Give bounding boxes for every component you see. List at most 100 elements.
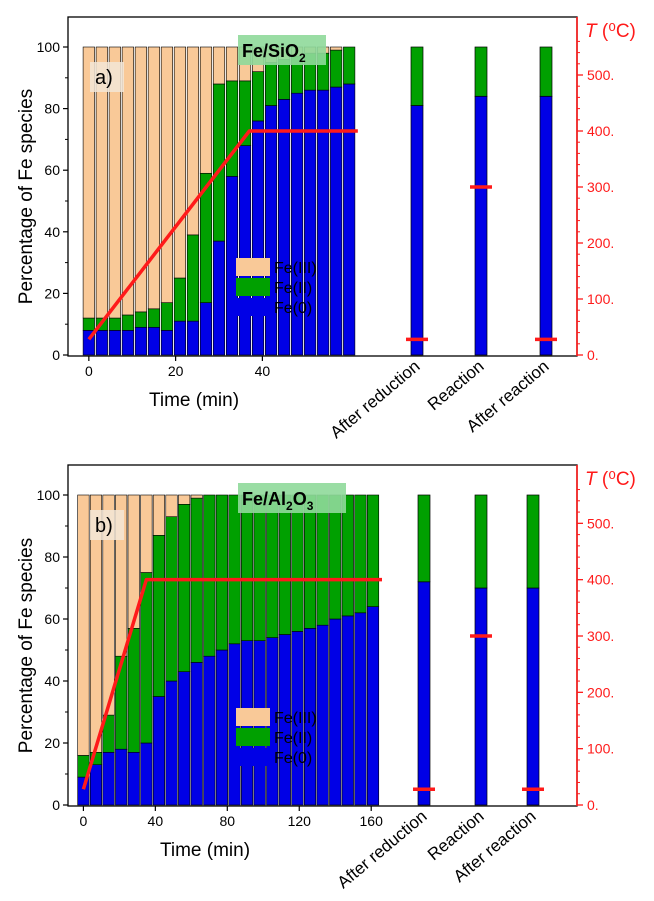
bar-fe2-t84 bbox=[228, 494, 241, 645]
bar-fe0-t140 bbox=[329, 618, 342, 806]
bar-fe0-t21 bbox=[115, 748, 128, 806]
bar-fe3-t3 bbox=[95, 46, 108, 319]
bar-fe2-t105 bbox=[266, 494, 279, 638]
bar-fe3-t15 bbox=[147, 46, 160, 310]
sample-label: Fe/SiO2 bbox=[242, 41, 306, 65]
temperature-line bbox=[81, 577, 382, 790]
y-tick-label: 60 bbox=[44, 162, 60, 178]
condition-bar-fe0-1 bbox=[474, 587, 488, 806]
sample-label-part: O bbox=[293, 489, 307, 509]
bar-fe2-t126 bbox=[303, 494, 317, 629]
y-tick-label: 100 bbox=[37, 39, 61, 55]
bar-fe2-t98 bbox=[253, 494, 266, 641]
bar-fe0-t57 bbox=[330, 86, 343, 356]
bar-fe2-t39 bbox=[251, 71, 265, 122]
bar-fe0-t12 bbox=[134, 326, 147, 356]
y-tick-label: 0 bbox=[52, 347, 60, 363]
x-axis-label: Time (min) bbox=[160, 840, 250, 861]
y-tick-label: 20 bbox=[44, 735, 60, 751]
bar-fe0-t77 bbox=[215, 649, 228, 806]
bar-fe3-t33 bbox=[225, 46, 239, 82]
bar-fe3-t24 bbox=[186, 46, 200, 236]
y2-tick-label: 300. bbox=[587, 179, 614, 195]
bar-fe2-t42 bbox=[265, 62, 278, 106]
legend-swatch-2 bbox=[236, 298, 270, 316]
legend-label-0: Fe(III) bbox=[274, 260, 317, 277]
legend-swatch-0 bbox=[236, 708, 270, 726]
bar-fe0-t56 bbox=[178, 671, 191, 806]
sample-label-part: 2 bbox=[299, 51, 306, 65]
bar-fe2-t119 bbox=[291, 494, 304, 632]
condition-bar-fe2-1 bbox=[474, 46, 488, 97]
bar-fe0-t30 bbox=[212, 240, 226, 356]
bar-fe2-t70 bbox=[203, 494, 216, 657]
bar-fe2-t49 bbox=[165, 516, 178, 682]
legend-label-0: Fe(III) bbox=[274, 710, 317, 727]
y-tick-label: 0 bbox=[52, 797, 60, 813]
bar-fe2-t9 bbox=[121, 314, 134, 331]
legend-label-2: Fe(0) bbox=[274, 750, 312, 767]
x-tick-label: 120 bbox=[288, 813, 312, 829]
bar-fe2-t57 bbox=[330, 49, 343, 88]
y-tick-label: 40 bbox=[44, 673, 60, 689]
bar-fe2-t154 bbox=[354, 494, 367, 614]
y2-axis-label: T (⁰C) bbox=[585, 469, 636, 490]
bar-fe2-t140 bbox=[329, 494, 342, 620]
bar-fe0-t15 bbox=[147, 326, 160, 356]
x-tick-label: 20 bbox=[168, 363, 184, 379]
bar-fe3-t21 bbox=[115, 494, 128, 657]
bar-fe0-t133 bbox=[316, 624, 329, 806]
bar-fe3-t9 bbox=[121, 46, 134, 316]
bar-fe2-t42 bbox=[152, 534, 165, 697]
bar-fe0-t60 bbox=[343, 83, 356, 356]
y-tick-label: 100 bbox=[37, 487, 61, 503]
bar-fe0-t49 bbox=[165, 680, 178, 806]
bar-fe3-t18 bbox=[160, 46, 173, 303]
condition-bar-fe0-1 bbox=[474, 95, 488, 356]
sample-label-part: Fe/Al bbox=[242, 489, 286, 509]
bar-fe0-t27 bbox=[199, 302, 213, 356]
bar-fe2-t28 bbox=[127, 627, 140, 753]
x-tick-label: 80 bbox=[220, 813, 236, 829]
bar-fe2-t133 bbox=[316, 494, 329, 626]
bar-fe0-t70 bbox=[203, 655, 216, 806]
y-axis-label: Percentage of Fe species bbox=[16, 538, 37, 753]
bar-fe0-t7 bbox=[89, 764, 103, 806]
condition-bar-fe2-2 bbox=[539, 46, 553, 97]
sample-label-part: 3 bbox=[307, 499, 314, 513]
bar-fe0-t28 bbox=[127, 751, 140, 806]
panel-tag-bg bbox=[90, 62, 124, 92]
y2-tick-label: 0. bbox=[587, 797, 599, 813]
bar-fe0-t35 bbox=[140, 742, 153, 806]
condition-bar-fe2-1 bbox=[474, 494, 488, 589]
bar-fe2-t56 bbox=[178, 503, 191, 672]
legend-label-1: Fe(II) bbox=[274, 730, 312, 747]
bar-fe3-t56 bbox=[178, 494, 191, 505]
condition-label-0: After reduction bbox=[327, 357, 424, 443]
bar-fe3-t30 bbox=[212, 46, 226, 85]
x-tick-label: 0 bbox=[85, 363, 93, 379]
condition-bar-fe0-2 bbox=[526, 587, 540, 806]
bar-fe2-t21 bbox=[173, 277, 187, 322]
bar-fe0-t39 bbox=[251, 120, 265, 356]
panel-tag-bg bbox=[90, 510, 124, 540]
y2-tick-label: 500. bbox=[587, 67, 614, 83]
condition-label-1: Reaction bbox=[424, 357, 488, 415]
bar-fe0-t42 bbox=[265, 105, 278, 356]
bar-fe3-t35 bbox=[140, 494, 153, 573]
bar-fe3-t28 bbox=[127, 494, 140, 629]
bar-fe3-t42 bbox=[152, 494, 165, 536]
bar-fe3-t63 bbox=[190, 494, 203, 499]
condition-bar-fe0-0 bbox=[410, 105, 424, 356]
bar-fe2-t77 bbox=[215, 494, 228, 651]
condition-bar-fe0-0 bbox=[417, 581, 431, 806]
x-tick-label: 40 bbox=[255, 363, 271, 379]
bar-fe0-t36 bbox=[238, 145, 252, 356]
bar-fe2-t45 bbox=[278, 59, 291, 100]
legend-label-1: Fe(II) bbox=[274, 280, 312, 297]
bar-fe0-t6 bbox=[108, 330, 121, 356]
y-axis-label: Percentage of Fe species bbox=[16, 89, 37, 304]
y-tick-label: 20 bbox=[44, 285, 60, 301]
